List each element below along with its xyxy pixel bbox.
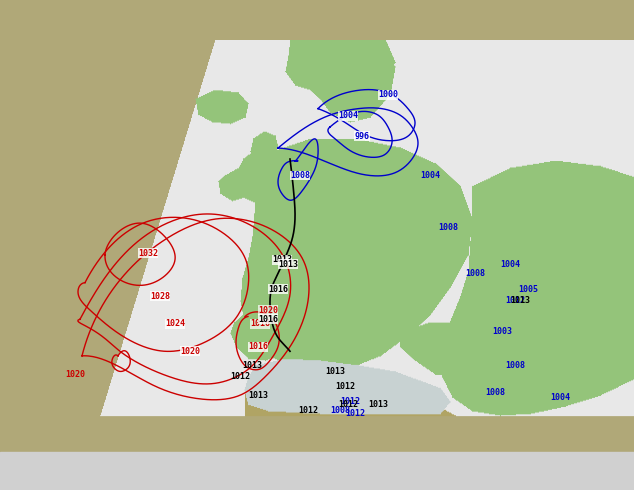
Text: 1008: 1008	[438, 223, 458, 232]
Text: 1008: 1008	[505, 361, 525, 369]
Text: 1020: 1020	[180, 347, 200, 356]
Text: 1005: 1005	[518, 285, 538, 294]
Text: 1004: 1004	[550, 392, 570, 402]
Text: 1012: 1012	[345, 409, 365, 418]
Text: 1004: 1004	[338, 112, 358, 121]
Text: 1008: 1008	[465, 269, 485, 278]
Text: Tu 04-06-2024 12:00 UTC (12+144): Tu 04-06-2024 12:00 UTC (12+144)	[389, 465, 629, 477]
Text: 1003: 1003	[492, 327, 512, 336]
Text: 1012: 1012	[230, 372, 250, 381]
Text: 1012: 1012	[505, 296, 525, 305]
Text: 1013: 1013	[242, 361, 262, 369]
Text: 1020: 1020	[65, 369, 85, 379]
Text: 1016: 1016	[268, 285, 288, 294]
Text: 1020: 1020	[258, 306, 278, 315]
Text: 1013: 1013	[278, 260, 298, 269]
Text: 1016: 1016	[258, 315, 278, 324]
Text: 1028: 1028	[150, 292, 170, 301]
Text: 1004: 1004	[420, 171, 440, 180]
Text: 1013: 1013	[325, 367, 345, 376]
Text: 1016: 1016	[250, 319, 270, 328]
Text: 1008: 1008	[330, 406, 350, 416]
Text: 1008: 1008	[485, 388, 505, 397]
Text: 1008: 1008	[290, 171, 310, 180]
Text: 1000: 1000	[378, 91, 398, 99]
Text: 1012: 1012	[338, 400, 358, 409]
Text: 1013: 1013	[368, 400, 388, 409]
Text: Surface pressure [hPa] UK-Global: Surface pressure [hPa] UK-Global	[5, 465, 245, 477]
Text: 1032: 1032	[138, 249, 158, 258]
Text: 996: 996	[354, 132, 370, 141]
Text: 1013: 1013	[248, 391, 268, 400]
Text: 1012: 1012	[298, 406, 318, 416]
Text: 1013: 1013	[510, 296, 530, 305]
Text: 1024: 1024	[165, 319, 185, 328]
Text: 1016: 1016	[248, 342, 268, 351]
Text: 1012: 1012	[335, 382, 355, 391]
Text: 1004: 1004	[500, 260, 520, 269]
Text: 1013: 1013	[272, 255, 292, 264]
Text: 1012: 1012	[340, 397, 360, 406]
